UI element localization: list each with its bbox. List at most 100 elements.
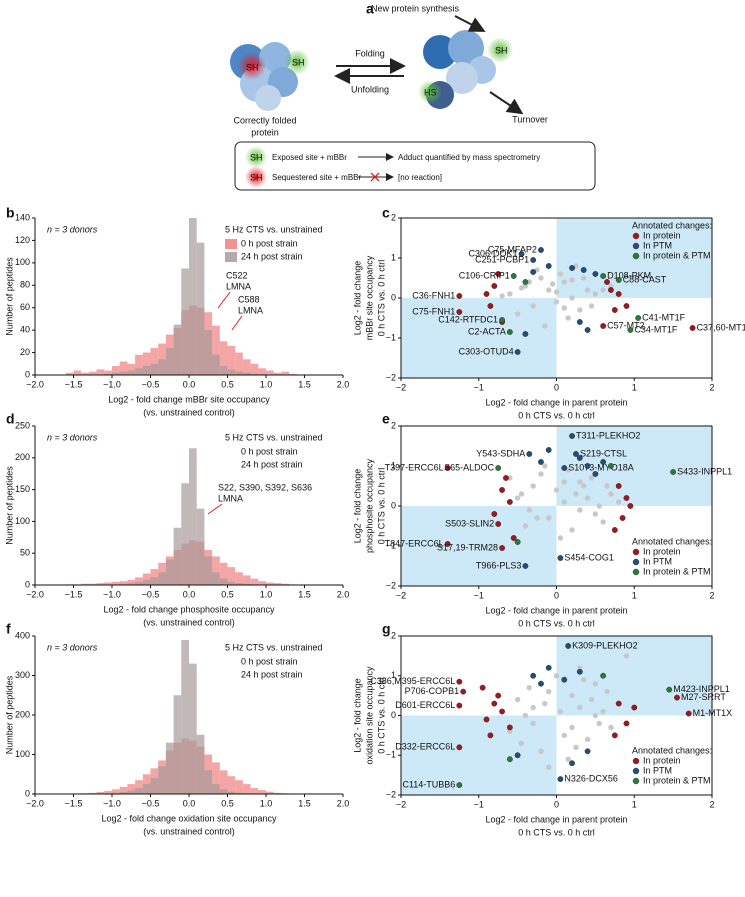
bar (142, 573, 151, 585)
annotation-pointer (217, 291, 231, 309)
legend-marker (632, 242, 640, 250)
point (689, 325, 696, 331)
bar (112, 581, 120, 585)
point (584, 327, 591, 333)
x-tick-label: 0.5 (221, 589, 234, 599)
point (483, 716, 490, 723)
bar (165, 559, 174, 585)
point (569, 265, 575, 271)
bar (88, 792, 97, 794)
point (600, 273, 607, 279)
legend-label: 24 h post strain (241, 251, 303, 261)
point (592, 511, 599, 517)
point (557, 271, 564, 277)
x-axis-label: Log2 - fold change phosphosite occupancy (103, 604, 275, 614)
point-label: C34-MT1F (634, 324, 678, 334)
bar (227, 791, 236, 794)
key-label: Sequestered site + mBBr (272, 173, 361, 182)
bar (181, 268, 189, 375)
x-axis-label: Log2 - fold change oxidation site occupa… (101, 813, 277, 823)
point-label: S219-CTSL (580, 448, 627, 458)
bar (219, 578, 228, 585)
bar (227, 581, 236, 585)
point-label: C386,M395-ERCC6L (370, 676, 455, 686)
x-tick-label: 1.0 (260, 798, 273, 808)
annotation: S22, S390, S392, S636 (218, 482, 312, 492)
point (546, 688, 552, 695)
point (565, 315, 571, 321)
key-label: Adduct quantified by mass spectrometry (398, 153, 540, 162)
bar (135, 577, 143, 585)
bar (227, 776, 236, 794)
point (514, 349, 521, 355)
x-tick-label: 2 (709, 382, 714, 392)
point (615, 700, 622, 707)
y-tick-label: 0 (25, 369, 30, 379)
y-axis-label: 0 h CTS vs. 0 h ctrl (376, 677, 386, 754)
diagram-label: protein (251, 127, 279, 137)
x-axis-label: Log2 - fold change mBBr site occupancy (108, 394, 270, 404)
point (487, 303, 494, 309)
bar (219, 789, 228, 794)
x-axis-label: Log2 - fold change in parent protein (485, 814, 627, 824)
point (561, 279, 567, 285)
point (592, 471, 599, 477)
point-label: M1-MT1X (693, 708, 733, 718)
point (577, 307, 583, 313)
bar (235, 572, 243, 585)
point (623, 303, 630, 309)
x-tick-label: 0.0 (183, 798, 196, 808)
point (518, 491, 525, 497)
bar (150, 569, 159, 585)
diagram-label: Folding (355, 48, 385, 58)
point (596, 503, 602, 509)
point (577, 507, 583, 513)
bar (104, 790, 112, 794)
x-tick-label: 1.5 (298, 379, 311, 389)
bar (235, 780, 243, 794)
bar (104, 373, 112, 375)
point (569, 433, 575, 439)
legend-marker (632, 568, 640, 576)
bar (227, 369, 236, 375)
point-label: C114-TUBB6 (402, 779, 455, 789)
point-label: S454-COG1 (564, 552, 614, 562)
point (514, 311, 521, 317)
x-tick-label: −0.5 (142, 798, 160, 808)
point-label: C37,60-MT1X (697, 322, 745, 332)
point (553, 673, 560, 679)
legend-title: CTS vs. unstrained (246, 224, 323, 234)
legend-label: In protein & PTM (643, 566, 711, 576)
point (604, 279, 610, 285)
point (561, 479, 567, 485)
bar (212, 354, 220, 375)
bar (112, 792, 120, 794)
point (538, 680, 544, 687)
y-axis-label: phosphosite occupancy (364, 458, 374, 553)
point (456, 744, 463, 751)
x-tick-label: 0.0 (183, 589, 196, 599)
point (569, 277, 575, 283)
legend-label: In protein & PTM (643, 250, 711, 260)
legend-label: In PTM (643, 240, 672, 250)
bar (142, 784, 151, 794)
point (506, 724, 513, 731)
y-axis-label: Log2 - fold change (352, 261, 362, 336)
x-tick-label: 1 (632, 799, 637, 809)
bar (219, 562, 228, 585)
point (600, 323, 607, 329)
point (627, 327, 634, 333)
bar (273, 583, 282, 585)
bar (204, 770, 213, 794)
point (611, 307, 618, 313)
point (526, 507, 532, 513)
point (584, 495, 591, 501)
y-tick-label: 100 (15, 749, 30, 759)
y-tick-label: 200 (15, 709, 30, 719)
point (619, 515, 626, 521)
legend-label: 24 h post strain (241, 669, 303, 679)
bar (235, 583, 243, 585)
x-tick-label: −1.0 (103, 589, 121, 599)
legend-marker (632, 252, 640, 260)
legend-title: 5 Hz (225, 224, 244, 234)
